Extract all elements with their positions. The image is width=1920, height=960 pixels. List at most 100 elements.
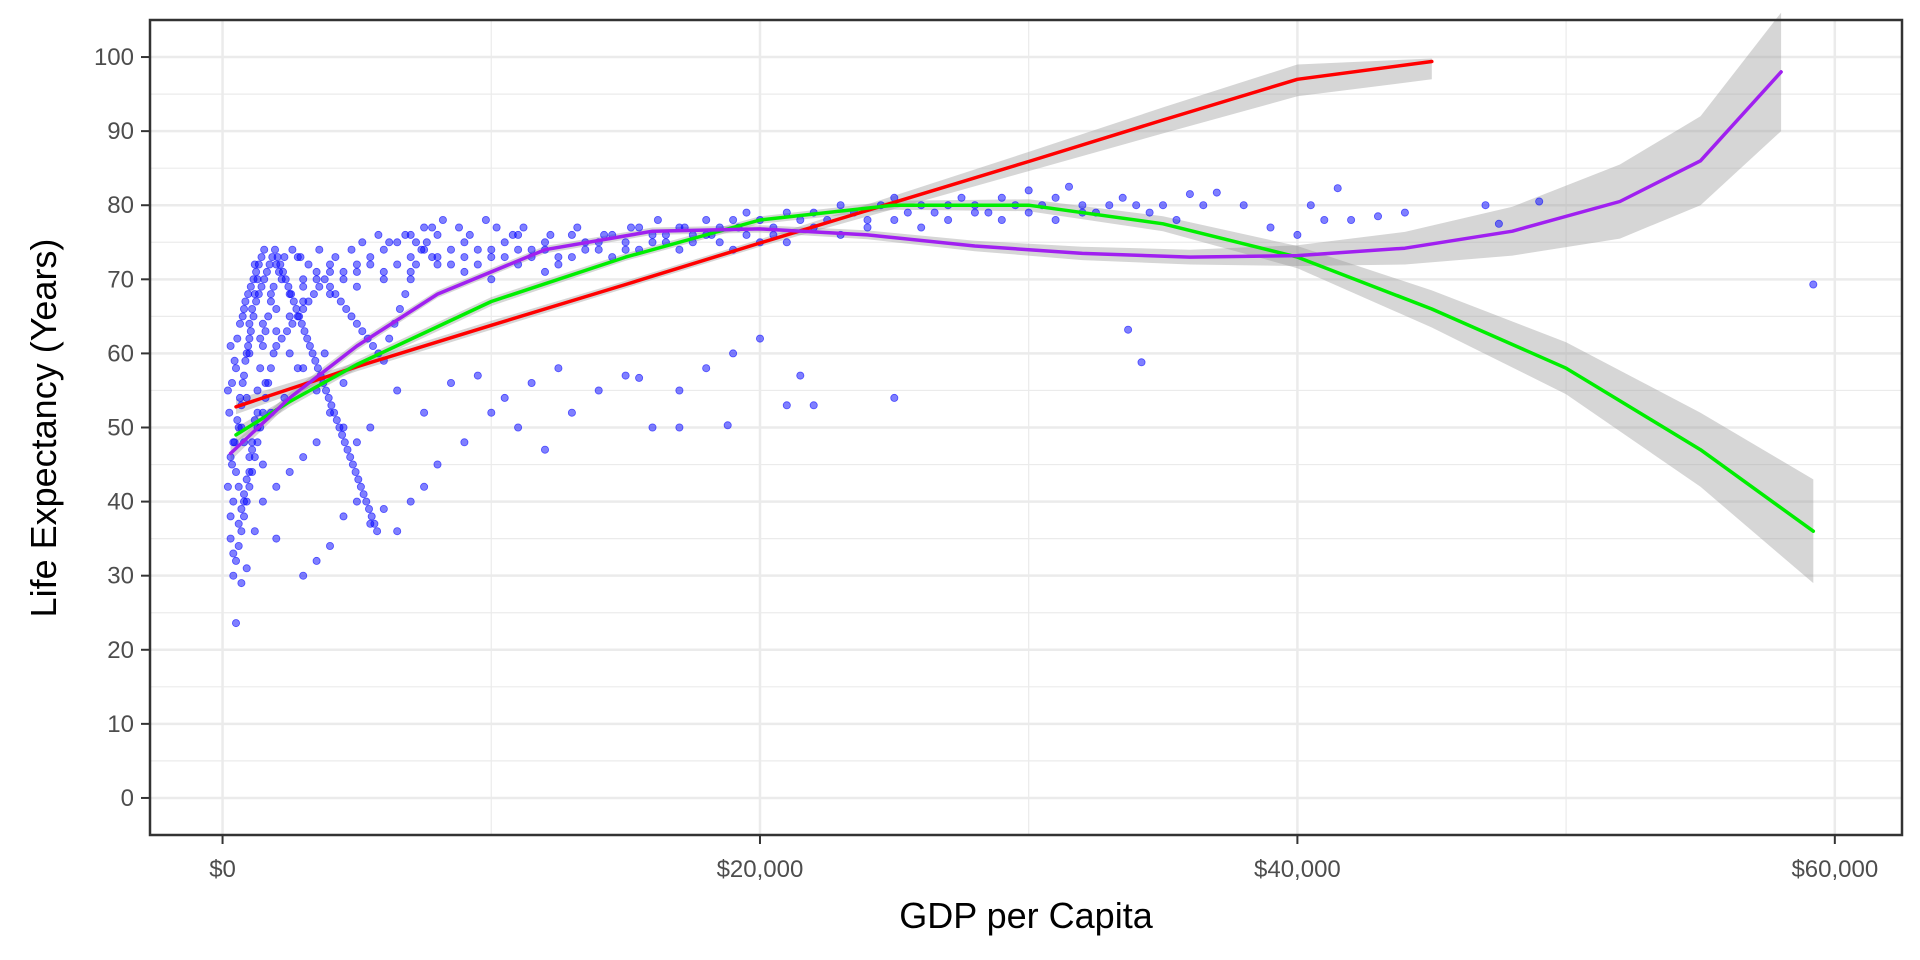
data-point	[332, 416, 341, 425]
data-point	[311, 356, 320, 365]
data-point	[554, 364, 563, 373]
data-point	[393, 386, 402, 395]
data-point	[269, 349, 278, 358]
data-point	[742, 230, 751, 239]
data-point	[239, 371, 248, 380]
data-point	[944, 215, 953, 224]
data-point	[296, 253, 305, 262]
data-point	[756, 334, 765, 343]
data-point	[287, 290, 296, 299]
data-point	[237, 504, 246, 513]
data-point	[554, 253, 563, 262]
data-point	[237, 579, 246, 588]
y-tick-label: 70	[107, 266, 134, 293]
data-point	[487, 275, 496, 284]
data-point	[460, 438, 469, 447]
data-point	[260, 275, 269, 284]
y-tick-label: 40	[107, 489, 134, 516]
data-point	[417, 245, 426, 254]
data-point	[234, 482, 243, 491]
data-point	[621, 245, 630, 254]
data-point	[231, 619, 240, 628]
data-point	[262, 267, 271, 276]
data-point	[1809, 280, 1818, 289]
data-point	[352, 497, 361, 506]
data-point	[930, 208, 939, 217]
data-point	[335, 423, 344, 432]
data-point	[339, 378, 348, 387]
data-point	[594, 245, 603, 254]
data-point	[339, 267, 348, 276]
y-axis-title: Life Expectancy (Years)	[23, 239, 64, 618]
data-point	[374, 230, 383, 239]
data-point	[289, 297, 298, 306]
data-point	[356, 482, 365, 491]
data-point	[368, 341, 377, 350]
data-point	[729, 349, 738, 358]
data-point	[438, 215, 447, 224]
data-point	[648, 423, 657, 432]
y-tick-label: 100	[94, 44, 134, 71]
data-point	[226, 341, 235, 350]
data-point	[346, 453, 355, 462]
data-point	[446, 378, 455, 387]
data-point	[352, 319, 361, 328]
data-point	[229, 549, 238, 558]
data-point	[234, 423, 243, 432]
trend-line	[228, 70, 1783, 456]
data-point	[266, 290, 275, 299]
data-point	[242, 393, 251, 402]
data-point	[1024, 186, 1033, 195]
data-point	[264, 312, 273, 321]
data-point	[1159, 201, 1168, 210]
data-point	[863, 215, 872, 224]
data-point	[258, 319, 267, 328]
data-point	[514, 245, 523, 254]
data-point	[957, 193, 966, 202]
data-point	[312, 275, 321, 284]
data-point	[331, 290, 340, 299]
data-point	[239, 512, 248, 521]
y-tick-label: 0	[121, 785, 134, 812]
data-point	[272, 341, 281, 350]
y-axis: 0 10 20 30 40 50 60 70 80 90 100	[94, 44, 150, 812]
data-point	[446, 245, 455, 254]
data-point	[379, 504, 388, 513]
data-point	[325, 542, 334, 551]
data-point	[367, 512, 376, 521]
data-point	[984, 208, 993, 217]
data-point	[293, 312, 302, 321]
data-point	[347, 312, 356, 321]
data-point	[621, 371, 630, 380]
x-tick-label: $0	[209, 856, 236, 883]
data-point	[248, 304, 257, 313]
data-point	[796, 371, 805, 380]
data-point	[366, 423, 375, 432]
data-point	[359, 490, 368, 499]
x-tick-label: $60,000	[1791, 856, 1878, 883]
data-point	[715, 238, 724, 247]
data-point	[358, 238, 367, 247]
data-point	[1293, 230, 1302, 239]
data-point	[635, 373, 644, 382]
data-point	[379, 275, 388, 284]
data-point	[420, 408, 429, 417]
data-point	[325, 260, 334, 269]
data-point	[339, 512, 348, 521]
data-point	[226, 534, 235, 543]
data-point	[250, 453, 259, 462]
data-point	[299, 282, 308, 291]
data-point	[567, 408, 576, 417]
data-point	[233, 416, 242, 425]
x-axis: $0 $20,000 $40,000 $60,000	[209, 835, 1878, 883]
data-point	[675, 423, 684, 432]
data-point	[253, 438, 262, 447]
data-point	[1051, 193, 1060, 202]
data-point	[277, 334, 286, 343]
data-point	[293, 364, 302, 373]
data-point	[1024, 208, 1033, 217]
data-point	[406, 497, 415, 506]
data-point	[401, 230, 410, 239]
data-point	[242, 497, 251, 506]
data-point	[312, 438, 321, 447]
